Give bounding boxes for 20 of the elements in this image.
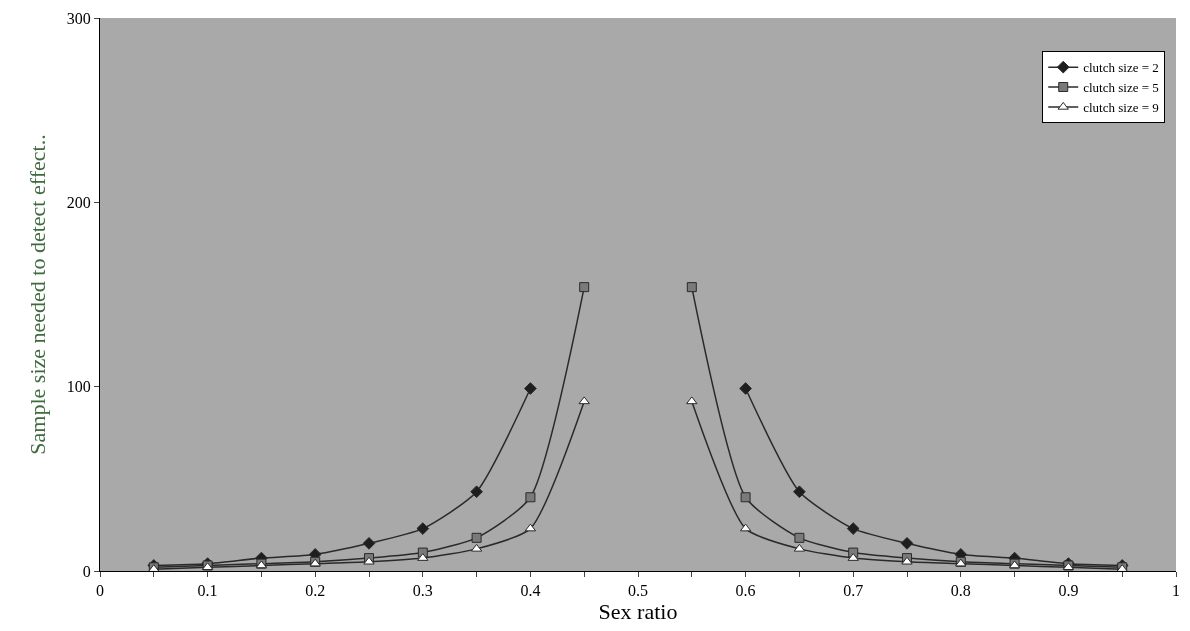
legend-label: clutch size = 2 xyxy=(1083,60,1159,76)
x-tick-label: 0.9 xyxy=(1058,582,1079,600)
y-tick-label: 0 xyxy=(82,562,91,580)
x-tick-label: 0.4 xyxy=(520,582,541,600)
x-tick-label: 0.2 xyxy=(305,582,326,600)
y-tick-label: 100 xyxy=(66,378,91,396)
x-tick-label: 1 xyxy=(1172,582,1180,600)
x-tick-label: 0.3 xyxy=(412,582,433,600)
legend-label: clutch size = 9 xyxy=(1083,100,1159,115)
x-tick-label: 0.5 xyxy=(628,582,648,600)
x-tick-label: 0.6 xyxy=(735,582,756,600)
x-tick-label: 0.1 xyxy=(197,582,218,600)
x-tick-label: 0.8 xyxy=(950,582,971,600)
x-tick-label: 0.7 xyxy=(843,582,864,600)
legend-label: clutch size = 5 xyxy=(1083,80,1159,96)
y-tick-label: 200 xyxy=(66,193,91,211)
x-tick-label: 0 xyxy=(96,582,104,600)
y-tick-label: 300 xyxy=(66,9,91,27)
x-axis-title: Sex ratio xyxy=(598,599,678,625)
y-axis-title: Sample size needed to detect effect.. xyxy=(24,134,50,455)
